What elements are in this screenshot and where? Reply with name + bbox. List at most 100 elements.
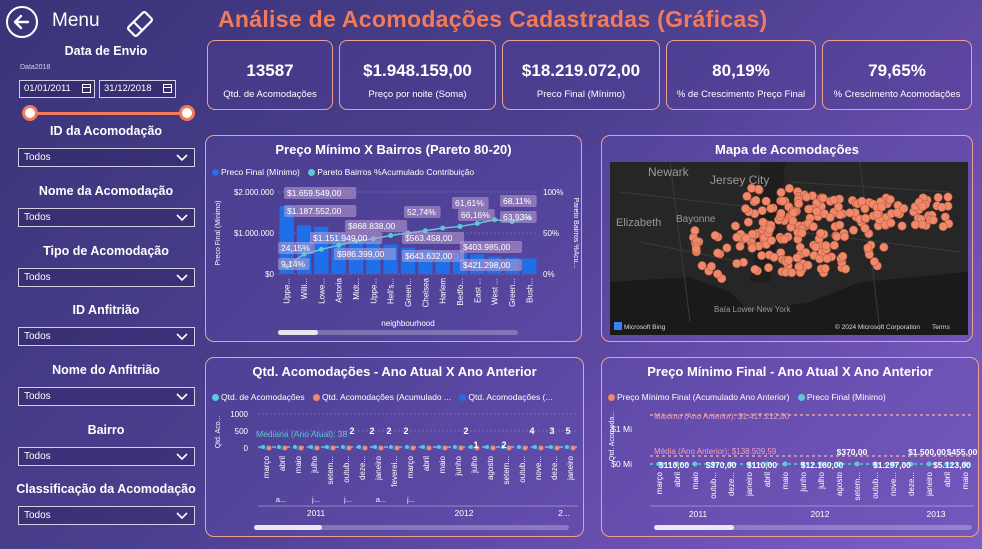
legend-item[interactable]: Pareto Bairros %Acumulado Contribuição <box>308 167 474 177</box>
map-point[interactable] <box>918 201 928 211</box>
map-point[interactable] <box>691 244 701 254</box>
map-point[interactable] <box>821 241 831 251</box>
map-point[interactable] <box>938 222 948 232</box>
map-point[interactable] <box>933 192 943 202</box>
filter-dropdown[interactable]: Todos <box>18 148 195 167</box>
map-point[interactable] <box>751 195 761 205</box>
map-point[interactable] <box>885 195 895 205</box>
scrollbar-thumb[interactable] <box>254 525 322 530</box>
map-point[interactable] <box>776 187 786 197</box>
date-slider-end-handle[interactable] <box>179 105 195 121</box>
map-point[interactable] <box>829 240 839 250</box>
map-point[interactable] <box>849 225 859 235</box>
map-point[interactable] <box>835 210 845 220</box>
calendar-icon[interactable] <box>163 84 172 93</box>
map-point[interactable] <box>722 243 732 253</box>
map-point[interactable] <box>838 251 848 261</box>
eraser-icon[interactable] <box>122 6 158 42</box>
back-button[interactable] <box>6 6 38 38</box>
map-point[interactable] <box>797 228 807 238</box>
map-point[interactable] <box>825 212 835 222</box>
scrollbar-track[interactable] <box>278 330 518 335</box>
map-point[interactable] <box>820 263 830 273</box>
map-point[interactable] <box>822 254 832 264</box>
map-point[interactable] <box>897 221 907 231</box>
menu-label[interactable]: Menu <box>52 10 100 31</box>
map-point[interactable] <box>787 268 797 278</box>
map-point[interactable] <box>812 206 822 216</box>
filter-dropdown[interactable]: Todos <box>18 447 195 466</box>
legend-item[interactable]: Preco Final (Mínimo) <box>797 392 886 402</box>
legend-item[interactable]: Preco Final (Mínimo) <box>212 167 300 177</box>
map-point[interactable] <box>761 196 771 206</box>
map-point[interactable] <box>937 202 947 212</box>
map-point[interactable] <box>857 196 867 206</box>
map-point[interactable] <box>690 226 700 236</box>
map-point[interactable] <box>757 251 767 261</box>
date-slider-start-handle[interactable] <box>22 105 38 121</box>
filter-dropdown[interactable]: Todos <box>18 387 195 406</box>
scrollbar-thumb[interactable] <box>278 330 318 335</box>
filter-dropdown[interactable]: Todos <box>18 327 195 346</box>
map-point[interactable] <box>713 248 723 258</box>
map-point[interactable] <box>767 236 777 246</box>
map-point[interactable] <box>801 248 811 258</box>
map-point[interactable] <box>792 253 802 263</box>
map-point[interactable] <box>943 192 953 202</box>
map-point[interactable] <box>758 217 768 227</box>
map-point[interactable] <box>742 191 752 201</box>
legend-item[interactable]: Qtd. Acomodações (... <box>459 392 552 402</box>
map-point[interactable] <box>804 204 814 214</box>
map-point[interactable] <box>794 262 804 272</box>
map-point[interactable] <box>816 228 826 238</box>
map-point[interactable] <box>779 234 789 244</box>
map-point[interactable] <box>835 220 845 230</box>
filter-dropdown[interactable]: Todos <box>18 268 195 287</box>
map-point[interactable] <box>706 261 716 271</box>
map-point[interactable] <box>794 199 804 209</box>
map-point[interactable] <box>833 202 843 212</box>
accommodation-map[interactable]: Newark Jersey City Elizabeth Bayonne Baía Lo… <box>610 162 968 335</box>
map-point[interactable] <box>840 232 850 242</box>
legend-item[interactable]: Qtd. Acomodações (Acumulado ... <box>313 392 451 402</box>
map-point[interactable] <box>917 220 927 230</box>
map-point[interactable] <box>747 183 757 193</box>
map-point[interactable] <box>784 183 794 193</box>
scrollbar-track[interactable] <box>254 525 569 530</box>
map-point[interactable] <box>818 193 828 203</box>
map-point[interactable] <box>861 213 871 223</box>
map-point[interactable] <box>747 229 757 239</box>
map-point[interactable] <box>860 223 870 233</box>
map-point[interactable] <box>747 243 757 253</box>
map-point[interactable] <box>863 243 873 253</box>
map-point[interactable] <box>766 203 776 213</box>
legend-item[interactable]: Qtd. de Acomodações <box>212 392 305 402</box>
map-point[interactable] <box>877 202 887 212</box>
map-point[interactable] <box>808 222 818 232</box>
map-point[interactable] <box>784 255 794 265</box>
map-point[interactable] <box>801 192 811 202</box>
map-point[interactable] <box>928 215 938 225</box>
map-point[interactable] <box>899 204 909 214</box>
map-point[interactable] <box>803 260 813 270</box>
start-date-input[interactable]: 01/01/2011 <box>19 80 95 98</box>
end-date-input[interactable]: 31/12/2018 <box>99 80 176 98</box>
legend-item[interactable]: Preço Mínimo Final (Acumulado Ano Anteri… <box>608 392 789 402</box>
map-point[interactable] <box>788 216 798 226</box>
map-point[interactable] <box>845 208 855 218</box>
map-point[interactable] <box>741 204 751 214</box>
map-point[interactable] <box>735 241 745 251</box>
map-point[interactable] <box>811 242 821 252</box>
calendar-icon[interactable] <box>82 84 91 93</box>
map-point[interactable] <box>710 230 720 240</box>
map-point[interactable] <box>697 261 707 271</box>
map-point[interactable] <box>886 218 896 228</box>
map-point[interactable] <box>776 208 786 218</box>
scrollbar-thumb[interactable] <box>654 525 734 530</box>
map-point[interactable] <box>732 259 742 269</box>
map-point[interactable] <box>741 233 751 243</box>
map-point[interactable] <box>795 242 805 252</box>
map-point[interactable] <box>869 257 879 267</box>
map-point[interactable] <box>789 208 799 218</box>
map-point[interactable] <box>778 196 788 206</box>
